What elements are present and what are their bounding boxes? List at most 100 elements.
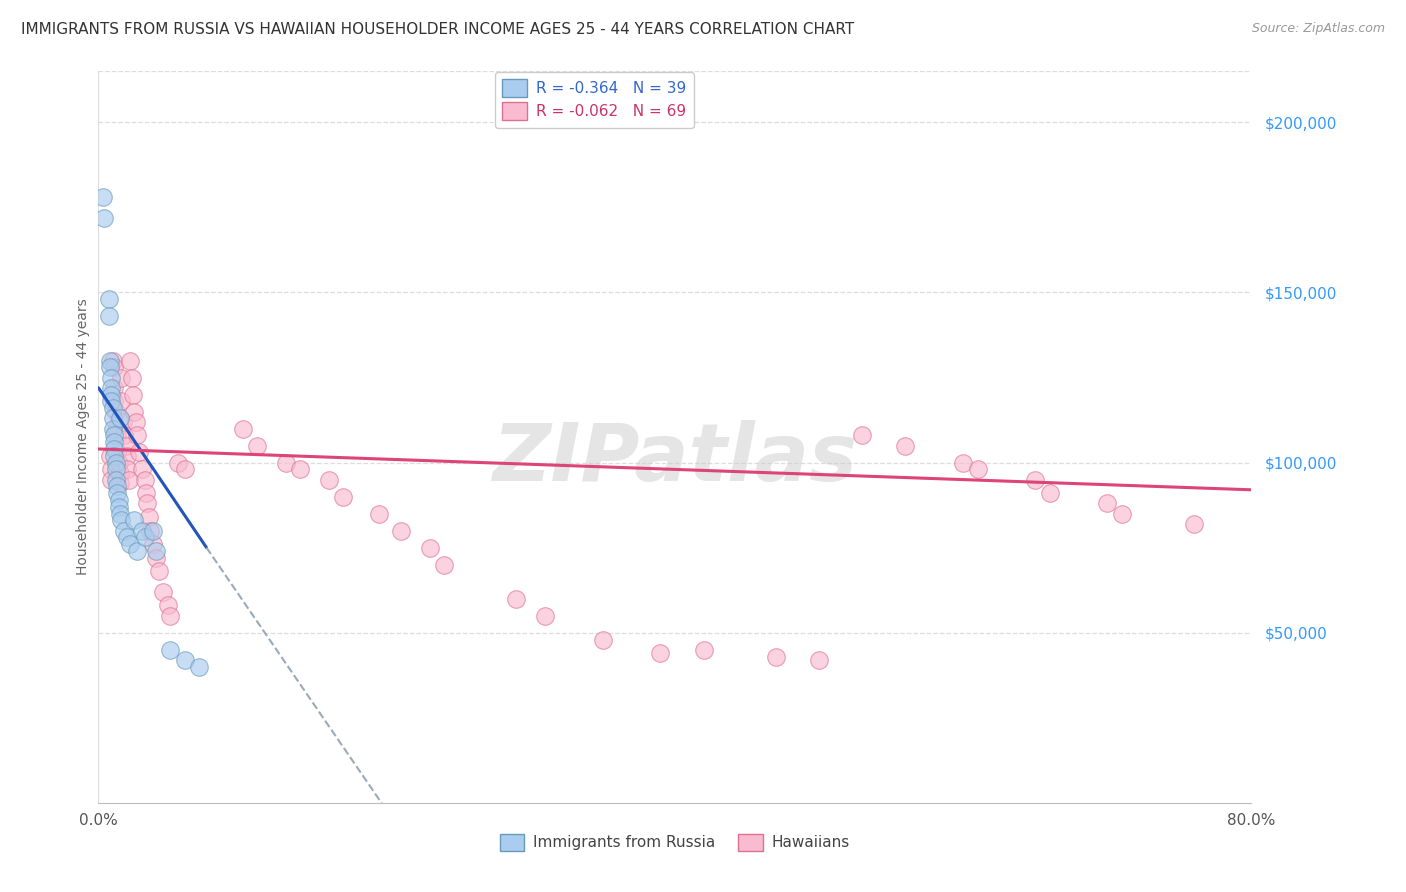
Point	[134, 531, 156, 545]
Point	[103, 381, 125, 395]
Point	[174, 462, 197, 476]
Point	[231, 421, 254, 435]
Point	[101, 421, 124, 435]
Point	[131, 462, 153, 476]
Point	[108, 466, 131, 480]
Point	[145, 550, 167, 565]
Point	[136, 496, 159, 510]
Point	[127, 428, 149, 442]
Point	[332, 490, 354, 504]
Point	[105, 479, 128, 493]
Point	[1182, 516, 1205, 531]
Point	[100, 462, 122, 476]
Point	[100, 387, 122, 401]
Point	[114, 439, 136, 453]
Point	[97, 293, 120, 307]
Point	[103, 428, 125, 442]
Point	[105, 428, 128, 442]
Point	[1039, 486, 1062, 500]
Point	[100, 370, 122, 384]
Point	[97, 310, 120, 324]
Point	[103, 449, 125, 463]
Point	[808, 653, 831, 667]
Point	[125, 415, 148, 429]
Point	[108, 507, 131, 521]
Point	[101, 401, 124, 416]
Point	[1097, 496, 1119, 510]
Point	[117, 531, 139, 545]
Point	[110, 394, 132, 409]
Point	[166, 456, 188, 470]
Point	[122, 387, 145, 401]
Point	[104, 462, 127, 476]
Point	[117, 462, 139, 476]
Y-axis label: Householder Income Ages 25 - 44 years: Householder Income Ages 25 - 44 years	[76, 299, 90, 575]
Point	[152, 585, 174, 599]
Point	[128, 445, 150, 459]
Text: IMMIGRANTS FROM RUSSIA VS HAWAIIAN HOUSEHOLDER INCOME AGES 25 - 44 YEARS CORRELA: IMMIGRANTS FROM RUSSIA VS HAWAIIAN HOUSE…	[21, 22, 855, 37]
Point	[650, 646, 672, 660]
Point	[108, 411, 131, 425]
Point	[188, 659, 211, 673]
Point	[103, 394, 125, 409]
Point	[851, 428, 873, 442]
Point	[98, 449, 121, 463]
Point	[174, 653, 197, 667]
Point	[93, 211, 115, 225]
Point	[104, 421, 127, 435]
Point	[112, 524, 135, 538]
Text: Source: ZipAtlas.com: Source: ZipAtlas.com	[1251, 22, 1385, 36]
Point	[159, 642, 181, 657]
Point	[368, 507, 391, 521]
Point	[121, 370, 143, 384]
Point	[111, 415, 134, 429]
Point	[389, 524, 412, 538]
Point	[100, 381, 122, 395]
Point	[100, 394, 122, 409]
Point	[142, 524, 165, 538]
Point	[124, 513, 146, 527]
Text: ZIPatlas: ZIPatlas	[492, 420, 858, 498]
Point	[765, 649, 787, 664]
Point	[290, 462, 312, 476]
Point	[142, 537, 165, 551]
Legend: Immigrants from Russia, Hawaiians: Immigrants from Russia, Hawaiians	[494, 828, 856, 857]
Point	[103, 360, 125, 375]
Point	[145, 544, 167, 558]
Point	[104, 456, 127, 470]
Point	[108, 475, 131, 490]
Point	[274, 456, 297, 470]
Point	[107, 493, 129, 508]
Point	[419, 541, 441, 555]
Point	[1024, 473, 1046, 487]
Point	[104, 473, 127, 487]
Point	[952, 456, 974, 470]
Point	[103, 435, 125, 450]
Point	[124, 404, 146, 418]
Point	[120, 353, 142, 368]
Point	[104, 404, 127, 418]
Point	[101, 411, 124, 425]
Point	[118, 473, 141, 487]
Point	[894, 439, 917, 453]
Point	[107, 456, 129, 470]
Point	[693, 642, 716, 657]
Point	[101, 353, 124, 368]
Point	[105, 445, 128, 459]
Point	[110, 370, 132, 384]
Point	[148, 565, 170, 579]
Point	[966, 462, 988, 476]
Point	[110, 513, 132, 527]
Point	[103, 442, 125, 456]
Point	[134, 473, 156, 487]
Point	[135, 486, 157, 500]
Point	[592, 632, 614, 647]
Point	[139, 524, 162, 538]
Point	[107, 500, 129, 514]
Point	[1111, 507, 1133, 521]
Point	[105, 486, 128, 500]
Point	[98, 360, 121, 375]
Point	[131, 524, 153, 538]
Point	[98, 353, 121, 368]
Point	[138, 510, 160, 524]
